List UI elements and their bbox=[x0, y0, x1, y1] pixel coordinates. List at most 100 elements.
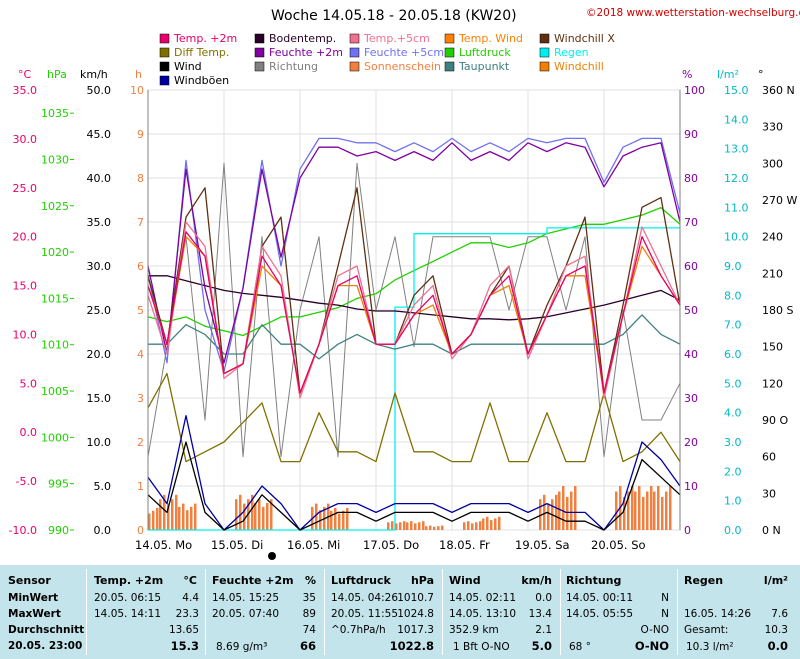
direction-axis-tick: 360 N bbox=[762, 84, 795, 97]
divider bbox=[560, 569, 561, 655]
sunshine-bar bbox=[490, 520, 493, 530]
legend-label: Windchill bbox=[554, 60, 604, 73]
x-tick-label: 19.05. Sa bbox=[515, 538, 570, 552]
humidity-max-value: 89 bbox=[302, 608, 316, 620]
wind-axis-tick: 5.0 bbox=[94, 480, 112, 493]
direction-header: Richtung bbox=[566, 574, 622, 587]
sunshine-bar bbox=[498, 516, 501, 530]
legend-label: Sonnenschein bbox=[364, 60, 441, 73]
x-tick-label: 14.05. Mo bbox=[135, 538, 192, 552]
x-tick-label: 17.05. Do bbox=[363, 538, 419, 552]
legend-label: Temp. +2m bbox=[173, 32, 237, 45]
rain-axis-tick: 12.0 bbox=[724, 172, 749, 185]
divider bbox=[205, 569, 206, 655]
rain-axis-tick: 1.0 bbox=[724, 495, 742, 508]
sunshine-bar bbox=[486, 516, 489, 530]
moon-phase-icon bbox=[268, 552, 276, 560]
sunshine-bar bbox=[175, 494, 178, 530]
sunshine-bar bbox=[467, 521, 470, 530]
sunshine-bar bbox=[615, 491, 618, 530]
x-tick-label: 16.05. Mi bbox=[287, 538, 340, 552]
wind-axis-unit: km/h bbox=[80, 68, 108, 81]
humidity-axis-tick: 50 bbox=[684, 304, 698, 317]
direction-degrees: 68 ° bbox=[569, 641, 591, 653]
rain-max-time: 16.05. 14:26 bbox=[684, 608, 751, 620]
sunshine-bar bbox=[315, 503, 318, 530]
direction-min-time: 14.05. 00:11 bbox=[566, 592, 633, 604]
legend-swatch bbox=[159, 75, 170, 86]
wind-current-value: 5.0 bbox=[531, 639, 552, 653]
humidity-min-time: 14.05. 15:25 bbox=[212, 592, 279, 604]
legend-swatch bbox=[254, 47, 265, 58]
pressure-axis-tick: 990 bbox=[48, 524, 69, 537]
wind-distance: 352.9 km bbox=[449, 624, 499, 636]
pressure-avg-value: 1017.3 bbox=[397, 624, 434, 636]
direction-avg-value: O-NO bbox=[640, 624, 669, 636]
pressure-min-time: 14.05. 04:26 bbox=[331, 592, 398, 604]
rain-axis-tick: 6.0 bbox=[724, 348, 742, 361]
sunshine-bar bbox=[627, 491, 630, 530]
humidity-axis-tick: 0 bbox=[684, 524, 691, 537]
temp-axis-tick: -5.0 bbox=[16, 475, 37, 488]
sunshine-bar bbox=[669, 486, 672, 530]
divider bbox=[442, 569, 443, 655]
pressure-axis-tick: 1020 bbox=[41, 246, 69, 259]
rain-unit: l/m² bbox=[763, 574, 788, 587]
pressure-axis-tick: 995 bbox=[48, 478, 69, 491]
direction-axis-tick: 90 O bbox=[762, 414, 788, 427]
temp-axis-tick: 20.0 bbox=[13, 231, 38, 244]
sunshine-bar bbox=[243, 503, 246, 530]
rain-header: Regen bbox=[684, 574, 724, 587]
sunshine-bar bbox=[418, 522, 421, 530]
legend-swatch bbox=[444, 61, 455, 72]
legend-label: Regen bbox=[554, 46, 589, 59]
sunshine-bar bbox=[646, 491, 649, 530]
sunshine-bar bbox=[410, 521, 413, 530]
pressure-axis-tick: 1005 bbox=[41, 385, 69, 398]
wind-column: Wind km/h 14.05. 02:11 0.0 14.05. 13:10 … bbox=[443, 565, 560, 659]
row-label-current: 20.05. 23:00 bbox=[8, 640, 83, 652]
sunshine-bar bbox=[178, 506, 181, 530]
rain-axis-tick: 5.0 bbox=[724, 377, 742, 390]
temp-axis-tick: 15.0 bbox=[13, 280, 38, 293]
x-tick-label: 18.05. Fr bbox=[439, 538, 490, 552]
copyright-text: ©2018 www.wetterstation-wechselburg.de bbox=[586, 7, 800, 19]
temp-max-value: 23.3 bbox=[175, 608, 199, 620]
rain-axis-tick: 10.0 bbox=[724, 231, 749, 244]
sunshine-bar bbox=[482, 518, 485, 530]
pressure-axis-tick: 1010 bbox=[41, 339, 69, 352]
wind-axis-tick: 15.0 bbox=[87, 392, 112, 405]
wind-axis-tick: 40.0 bbox=[87, 172, 112, 185]
legend-swatch bbox=[444, 33, 455, 44]
sunshine-bar bbox=[395, 523, 398, 530]
divider bbox=[86, 569, 87, 655]
series-line-regen bbox=[148, 227, 680, 531]
pressure-axis-unit: hPa bbox=[47, 68, 67, 81]
chart-title: Woche 14.05.18 - 20.05.18 (KW20) bbox=[271, 8, 517, 24]
divider bbox=[324, 569, 325, 655]
wind-avg-value: 2.1 bbox=[535, 624, 552, 636]
rain-axis-tick: 4.0 bbox=[724, 407, 742, 420]
rain-week-total: 10.3 l/m² bbox=[686, 641, 734, 653]
rain-axis-unit: l/m² bbox=[717, 68, 739, 81]
row-label-max: MaxWert bbox=[8, 608, 61, 620]
legend-label: Diff Temp. bbox=[174, 46, 229, 59]
sunshine-bar bbox=[258, 499, 261, 530]
series-line-wind bbox=[147, 441, 681, 531]
sunshine-axis-tick: 4 bbox=[137, 348, 144, 361]
rain-axis-tick: 15.0 bbox=[724, 84, 749, 97]
rain-axis-tick: 14.0 bbox=[724, 113, 749, 126]
sunshine-bar bbox=[152, 510, 155, 530]
pressure-axis-tick: 1035 bbox=[41, 107, 69, 120]
sensor-header: Sensor bbox=[8, 574, 51, 587]
legend-label: Windchill X bbox=[554, 32, 615, 45]
wind-axis-tick: 30.0 bbox=[87, 260, 112, 273]
divider bbox=[677, 569, 678, 655]
humidity-column: Feuchte +2m % 14.05. 15:25 35 20.05. 07:… bbox=[206, 565, 324, 659]
legend-swatch bbox=[254, 61, 265, 72]
rain-axis-tick: 0.0 bbox=[724, 524, 742, 537]
direction-min-value: N bbox=[661, 592, 669, 604]
sunshine-bar bbox=[422, 521, 425, 530]
direction-max-time: 14.05. 05:55 bbox=[566, 608, 633, 620]
legend-label: Richtung bbox=[269, 60, 318, 73]
